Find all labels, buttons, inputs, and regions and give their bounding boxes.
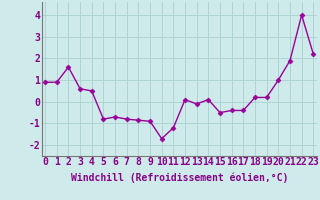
X-axis label: Windchill (Refroidissement éolien,°C): Windchill (Refroidissement éolien,°C) (70, 173, 288, 183)
